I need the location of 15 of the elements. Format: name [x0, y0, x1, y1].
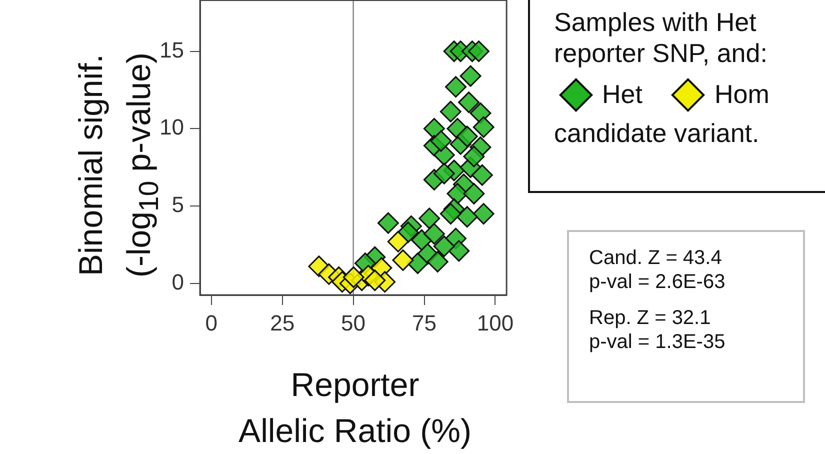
legend-label: Het [601, 79, 642, 110]
legend-label: Hom [713, 79, 770, 110]
x-tick-label: 75 [412, 310, 436, 336]
y-tick-label: 0 [172, 269, 184, 294]
x-tick-label: 50 [341, 310, 366, 336]
x-tick-label: 25 [270, 310, 295, 336]
text: Cand. Z = 43.4 p-val = 2.6E-63 [589, 246, 726, 294]
text: Rep. Z = 32.1 p-val = 1.3E-35 [589, 306, 726, 354]
y-tick-label: 5 [172, 192, 184, 218]
x-tick-label: 100 [476, 310, 514, 336]
text: candidate variant. [554, 118, 760, 149]
legend-title: Samples with Het reporter SNP, and: [554, 7, 768, 69]
x-axis-title: Reporter Allelic Ratio (%) [238, 365, 472, 451]
x-tick-label: 0 [205, 310, 218, 336]
y-tick-label: 15 [160, 37, 184, 62]
